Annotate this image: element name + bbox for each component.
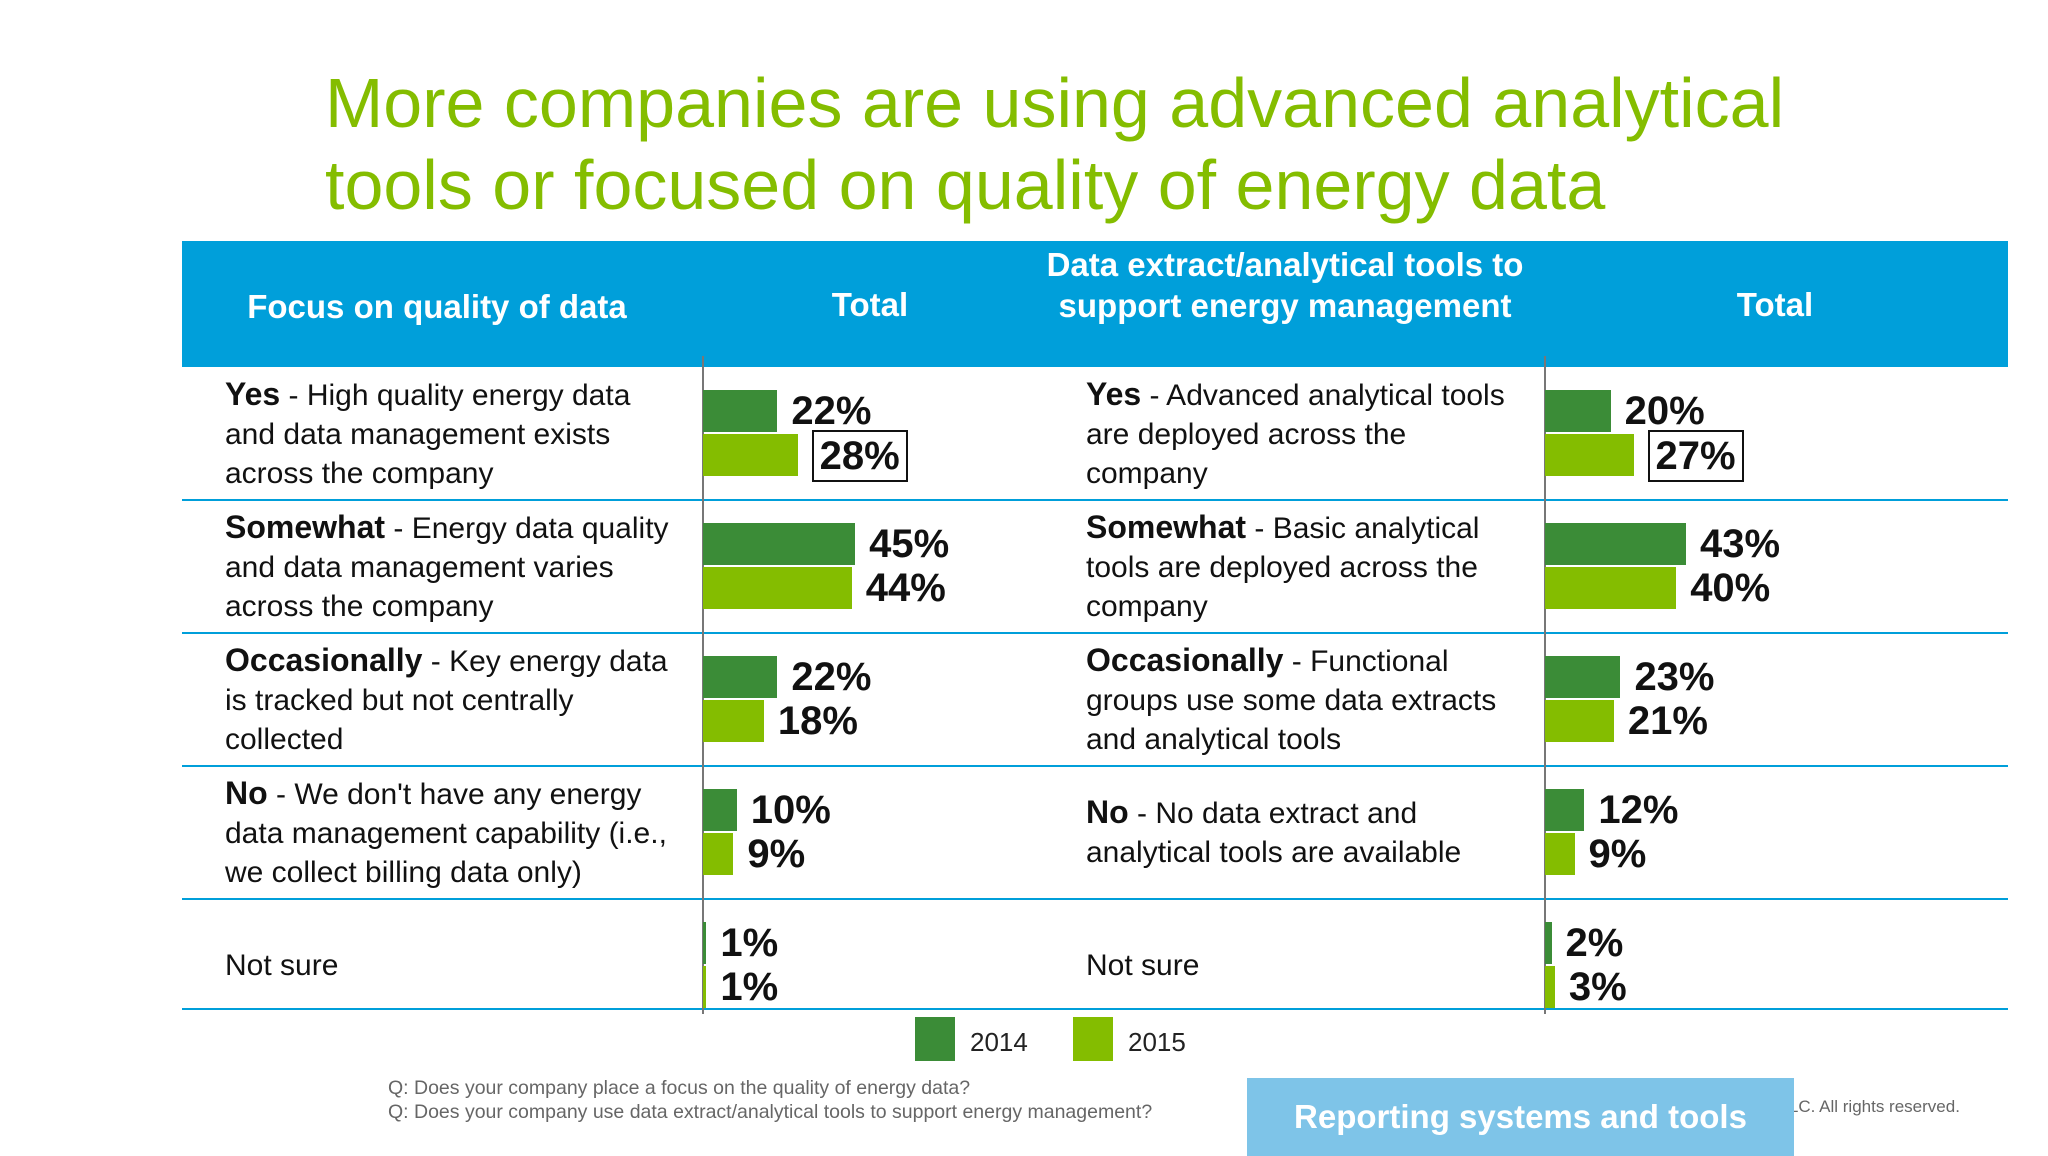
left-label-2015-3: 9% [747,831,806,876]
right-bar-2015-1 [1545,566,1677,609]
right-label-2015-2: 21% [1627,698,1708,743]
right-label-2014-3: 12% [1598,787,1679,832]
left-bar-2014-1 [703,522,856,565]
right-label-2015-4: 3% [1568,964,1627,1009]
right-label-2014-1: 43% [1700,521,1781,566]
right-category-3: No - No data extract and analytical tool… [1086,793,1526,872]
left-category-0-lead: Yes [225,375,281,412]
left-label-2014-4: 1% [720,920,779,965]
left-bar-2015-4 [703,965,707,1008]
left-category-1-description: - Energy data quality and data managemen… [225,511,669,623]
right-label-2015-3: 9% [1588,831,1647,876]
left-category-4: Not sure [225,946,685,985]
right-bar-2014-4 [1545,921,1552,964]
left-category-2-description: - Key energy data is tracked but not cen… [225,644,668,756]
right-category-4-description: Not sure [1086,949,1200,982]
left-category-0: Yes - High quality energy data and data … [225,375,685,493]
row-divider-2 [182,632,2008,634]
right-bar-2014-0 [1545,389,1611,432]
row-divider-5 [182,1008,2008,1010]
left-label-2015-0: 28% [811,429,908,482]
left-total-header: Total [780,284,960,325]
right-category-3-lead: No [1086,794,1129,830]
right-label-2014-4: 2% [1565,920,1624,965]
legend-label-2014: 2014 [970,1027,1028,1057]
right-bar-2014-1 [1545,522,1687,565]
right-category-2-description: - Functional groups use some data extrac… [1086,644,1497,756]
right-category-2-lead: Occasionally [1086,641,1284,678]
title-line-1: More companies are using advanced analyt… [325,64,1785,142]
left-category-3-description: - We don't have any energy data manageme… [225,777,667,889]
right-category-4: Not sure [1086,946,1526,985]
section-button-reporting-systems[interactable]: Reporting systems and tools [1247,1078,1794,1156]
copyright-notice: t LLC. All rights reserved. [1770,1097,1960,1116]
left-label-2014-2: 22% [791,654,872,699]
right-label-2015-0: 27% [1647,429,1744,482]
right-category-0-lead: Yes [1086,375,1142,412]
right-category-header-text: Data extract/analytical tools to support… [1046,246,1524,324]
legend-label-2015: 2015 [1128,1027,1186,1057]
right-category-2: Occasionally - Functional groups use som… [1086,641,1526,759]
right-bar-2015-2 [1545,699,1614,742]
right-category-1-lead: Somewhat [1086,508,1247,545]
right-label-2014-2: 23% [1634,654,1715,699]
survey-questions: Q: Does your company place a focus on th… [388,1076,1152,1124]
left-label-2015-2: 18% [777,698,858,743]
row-divider-4 [182,898,2008,900]
left-bar-2015-1 [703,566,852,609]
left-bar-2014-0 [703,389,778,432]
title-line-2: tools or focused on quality of energy da… [325,146,1606,224]
left-category-1-lead: Somewhat [225,508,386,545]
page-title: More companies are using advanced analyt… [325,62,1925,226]
row-divider-1 [182,499,2008,501]
legend-swatch-2015 [1073,1017,1113,1061]
left-category-3: No - We don't have any energy data manag… [225,774,685,892]
right-category-1-description: - Basic analytical tools are deployed ac… [1086,511,1480,623]
right-category-1: Somewhat - Basic analytical tools are de… [1086,508,1526,626]
left-category-2-lead: Occasionally [225,641,423,678]
right-category-3-description: - No data extract and analytical tools a… [1086,797,1462,869]
left-category-header: Focus on quality of data [232,286,642,327]
left-label-2014-3: 10% [750,787,831,832]
left-category-2: Occasionally - Key energy data is tracke… [225,641,685,759]
left-category-4-description: Not sure [225,949,339,982]
right-bar-2015-3 [1545,832,1575,875]
left-bar-2015-2 [703,699,764,742]
row-divider-3 [182,765,2008,767]
left-category-3-lead: No [225,774,268,811]
right-label-2014-0: 20% [1624,388,1705,433]
left-label-2014-0: 22% [791,388,872,433]
survey-question-2: Q: Does your company use data extract/an… [388,1101,1153,1123]
right-total-header: Total [1685,284,1865,325]
survey-question-1: Q: Does your company place a focus on th… [388,1077,971,1099]
left-bar-2014-2 [703,655,778,698]
right-total-header-text: Total [1736,286,1814,323]
left-label-2014-1: 45% [869,521,950,566]
right-category-header: Data extract/analytical tools to support… [1030,244,1540,326]
right-category-0: Yes - Advanced analytical tools are depl… [1086,375,1526,493]
right-bar-2014-2 [1545,655,1621,698]
left-bar-2015-3 [703,832,734,875]
left-category-header-text: Focus on quality of data [247,288,627,325]
left-category-0-description: - High quality energy data and data mana… [225,378,631,490]
right-category-0-description: - Advanced analytical tools are deployed… [1086,378,1505,490]
left-bar-2014-4 [703,921,707,964]
right-bar-2014-3 [1545,788,1585,831]
left-category-1: Somewhat - Energy data quality and data … [225,508,685,626]
left-label-2015-1: 44% [865,565,946,610]
left-bar-2015-0 [703,433,798,476]
left-label-2015-4: 1% [720,964,779,1009]
left-total-header-text: Total [831,286,909,323]
left-bar-2014-3 [703,788,737,831]
right-bar-2015-4 [1545,965,1555,1008]
right-label-2015-1: 40% [1690,565,1771,610]
table-header-bar [182,241,2008,367]
legend-swatch-2014 [915,1017,955,1061]
right-bar-2015-0 [1545,433,1634,476]
